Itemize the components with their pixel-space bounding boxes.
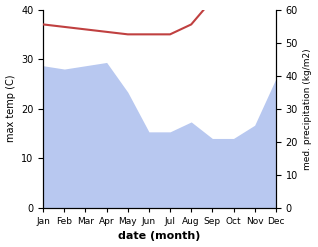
Y-axis label: max temp (C): max temp (C) — [5, 75, 16, 143]
X-axis label: date (month): date (month) — [118, 231, 201, 242]
Y-axis label: med. precipitation (kg/m2): med. precipitation (kg/m2) — [303, 48, 313, 169]
